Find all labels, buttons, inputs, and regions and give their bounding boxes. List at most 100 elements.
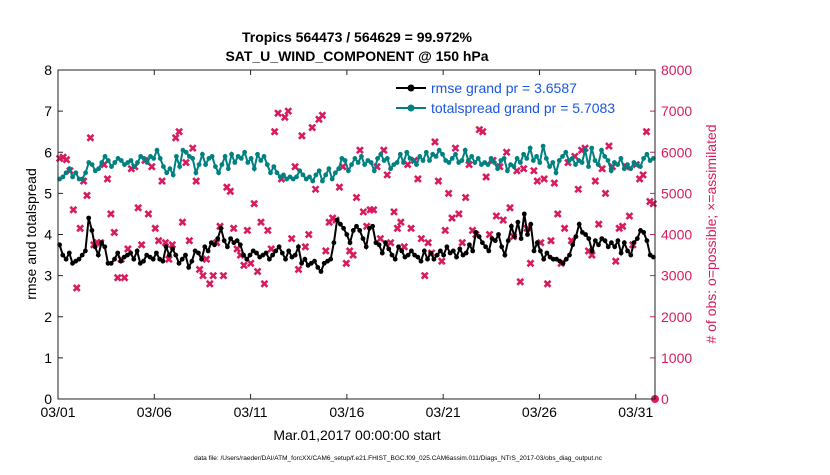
totalspread-point — [599, 147, 604, 153]
totalspread-point — [589, 145, 595, 151]
totalspread-point — [410, 158, 416, 163]
totalspread-point — [316, 168, 322, 174]
totalspread-point — [547, 164, 552, 170]
rmse-point — [263, 250, 269, 256]
obs-point — [178, 218, 187, 227]
totalspread-point — [222, 154, 228, 159]
rmse-point — [570, 242, 576, 248]
totalspread-point — [472, 160, 478, 165]
rmse-point — [267, 256, 272, 262]
totalspread-point — [200, 151, 205, 157]
x-tick-label: 03/21 — [426, 404, 461, 420]
obs-point — [321, 247, 330, 255]
rmse-point — [428, 250, 434, 256]
totalspread-point — [618, 156, 624, 161]
obs-point — [294, 265, 303, 274]
y2-tick-label: 4000 — [661, 227, 692, 243]
obs-point — [417, 234, 426, 243]
rmse-point — [405, 252, 411, 258]
totalspread-point — [326, 166, 332, 172]
obs-point — [72, 284, 81, 292]
rmse-point — [363, 244, 369, 250]
totalspread-point — [183, 149, 189, 155]
totalspread-point — [274, 170, 280, 176]
totalspread-point — [297, 168, 303, 174]
obs-point — [553, 210, 562, 218]
rmse-point — [509, 223, 514, 229]
totalspread-point — [342, 158, 348, 163]
obs-point — [219, 271, 228, 280]
totalspread-point — [518, 160, 523, 165]
obs-point — [291, 162, 300, 171]
obs-point — [465, 160, 473, 169]
obs-point — [390, 207, 398, 216]
totalspread-point — [530, 158, 536, 163]
totalspread-point — [355, 160, 361, 165]
obs-point — [287, 234, 296, 243]
obs-point — [413, 175, 422, 183]
totalspread-point — [592, 158, 598, 163]
totalspread-point — [521, 151, 526, 157]
obs-point — [605, 142, 613, 151]
obs-point — [301, 242, 310, 251]
rmse-point — [186, 265, 192, 270]
obs-point — [349, 251, 358, 259]
rmse-point — [544, 250, 550, 256]
totalspread-point — [462, 147, 468, 153]
rmse-point — [589, 248, 595, 254]
rmse-point — [438, 248, 443, 254]
obs-point — [209, 271, 218, 280]
rmse-point — [302, 256, 308, 262]
rmse-point — [92, 244, 98, 250]
y2-tick-label: 8000 — [661, 62, 692, 78]
totalspread-point — [300, 172, 306, 178]
totalspread-point — [225, 166, 231, 172]
y2-axis-ticks: 0 1000 2000 3000 4000 5000 6000 7000 8000 — [650, 62, 692, 407]
rmse-series — [57, 211, 656, 274]
totalspread-point — [157, 156, 163, 161]
rmse-point — [612, 244, 618, 250]
totalspread-point — [79, 176, 85, 182]
y2-tick-label: 1000 — [661, 350, 692, 366]
totalspread-point — [109, 164, 114, 170]
y-axis-label: rmse and totalspread — [23, 168, 39, 300]
rmse-point — [112, 256, 117, 262]
obs-point — [151, 224, 160, 233]
obs-point — [175, 127, 184, 136]
obs-point — [519, 164, 528, 173]
totalspread-point — [349, 162, 354, 168]
totalspread-point — [118, 158, 124, 163]
rmse-point — [454, 254, 459, 260]
obs-point — [137, 240, 146, 249]
obs-point — [120, 273, 129, 282]
totalspread-point — [427, 158, 432, 163]
x-tick-label: 03/31 — [618, 404, 653, 420]
totalspread-point — [268, 170, 273, 176]
y2-tick-label: 2000 — [661, 309, 692, 325]
rmse-point — [596, 242, 601, 248]
obs-point — [526, 259, 535, 268]
rmse-point — [473, 230, 479, 235]
obs-point — [352, 193, 361, 202]
obs-point — [188, 144, 197, 153]
obs-point — [547, 236, 555, 245]
plot-area — [58, 70, 655, 399]
totalspread-point — [251, 166, 257, 172]
rmse-point — [76, 256, 82, 262]
obs-point — [205, 279, 214, 288]
rmse-point — [431, 256, 437, 262]
totalspread-point — [144, 160, 150, 165]
totalspread-point — [414, 162, 419, 168]
totalspread-point — [550, 160, 556, 165]
rmse-point — [628, 252, 634, 258]
totalspread-point — [543, 156, 549, 161]
obs-point — [304, 230, 313, 239]
x-tick-label: 03/01 — [40, 404, 75, 420]
obs-point — [164, 255, 173, 264]
obs-point — [62, 155, 71, 164]
totalspread-point — [141, 156, 147, 161]
rmse-point — [95, 252, 101, 258]
rmse-point — [583, 232, 588, 237]
rmse-point — [179, 256, 185, 262]
